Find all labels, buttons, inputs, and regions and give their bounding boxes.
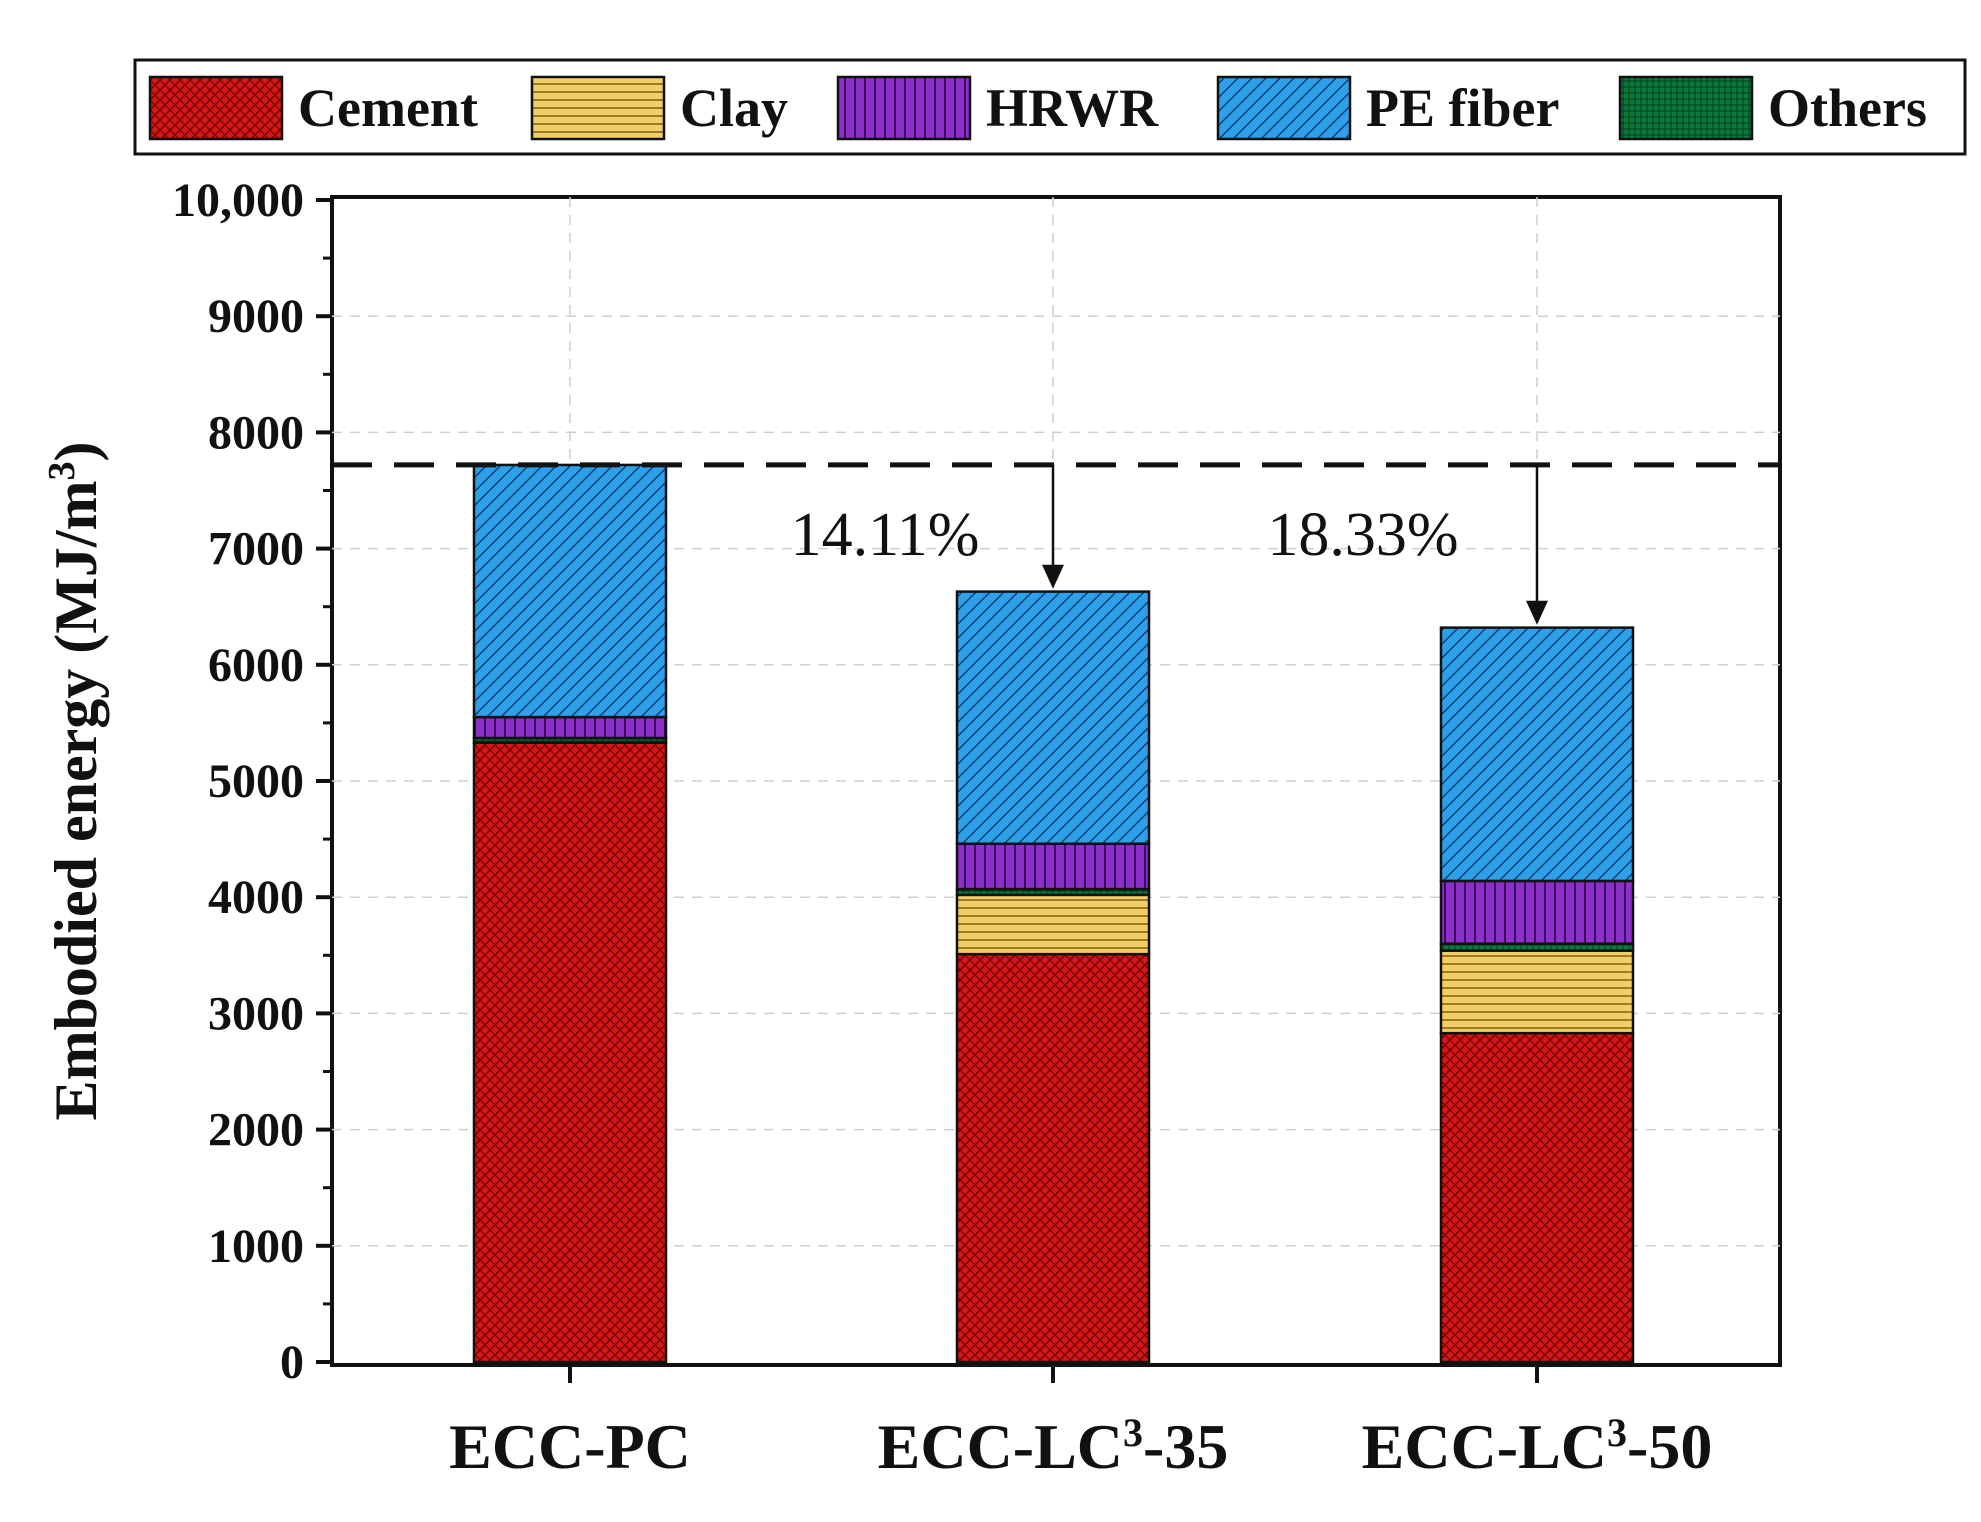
x-label-base: ECC-PC (449, 1411, 691, 1482)
bar-ecc-lc3-35-hrwr (955, 842, 1151, 891)
x-tick-label-ecc-lc3-50: ECC-LC3-50 (1362, 1410, 1713, 1482)
x-label-suffix: -50 (1627, 1411, 1712, 1482)
x-tick-label-ecc-pc: ECC-PC (449, 1411, 691, 1482)
legend-swatch-hrwr (836, 75, 972, 141)
y-tick-label: 0 (280, 1336, 304, 1389)
x-label-sup: 3 (1123, 1410, 1143, 1455)
x-label-base: ECC-LC (1362, 1411, 1607, 1482)
bar-ecc-lc3-50-pe-fiber (1439, 626, 1635, 883)
legend-swatch-others (1618, 75, 1754, 141)
bar-ecc-lc3-50-cement (1439, 1031, 1635, 1364)
y-tick-label: 4000 (208, 871, 304, 924)
legend-label-hrwr: HRWR (986, 78, 1159, 138)
y-tick-label: 10,000 (172, 174, 304, 227)
annotation-arrow-head (1042, 564, 1064, 589)
y-tick-label: 7000 (208, 523, 304, 576)
y-tick-label: 8000 (208, 406, 304, 459)
x-tick-label-ecc-lc3-35: ECC-LC3-35 (878, 1410, 1229, 1482)
y-axis-title: Embodied energy (MJ/m3) (41, 442, 109, 1121)
legend-swatch-pe-fiber (1216, 75, 1352, 141)
y-tick-label: 2000 (208, 1104, 304, 1157)
bar-ecc-lc3-35-cement (955, 952, 1151, 1364)
annotation-label: 14.11% (791, 501, 980, 569)
annotation-arrow-head (1526, 600, 1548, 625)
bars (472, 463, 1635, 1364)
x-label-base: ECC-LC (878, 1411, 1123, 1482)
legend-label-cement: Cement (298, 78, 478, 138)
bar-ecc-pc-pe-fiber (472, 463, 668, 719)
y-axis-title-sup: 3 (41, 462, 83, 481)
bar-ecc-pc-hrwr (472, 715, 668, 740)
annotations: 14.11% 18.33% (332, 462, 1780, 625)
legend-swatch-clay (530, 75, 666, 141)
x-label-sup: 3 (1607, 1410, 1627, 1455)
legend-label-others: Others (1768, 78, 1927, 138)
y-axis-title-end: ) (43, 442, 109, 462)
legend-label-clay: Clay (680, 78, 788, 138)
x-label-suffix: -35 (1143, 1411, 1228, 1482)
y-axis-title-main: Embodied energy (MJ/m (43, 481, 109, 1121)
y-tick-label: 5000 (208, 755, 304, 808)
legend: Cement Clay HRWR PE fiber Others (133, 58, 1967, 156)
legend-label-pe-fiber: PE fiber (1366, 78, 1559, 138)
y-tick-label: 9000 (208, 290, 304, 343)
bar-ecc-lc3-50-hrwr (1439, 879, 1635, 945)
y-tick-label: 6000 (208, 639, 304, 692)
axes: 0 1000 2000 3000 4000 5000 6000 7000 8000 9000 10,… (172, 174, 1712, 1482)
bar-ecc-lc3-35-pe-fiber (955, 590, 1151, 845)
bar-ecc-pc-cement (472, 741, 668, 1364)
bar-ecc-lc3-35-clay (955, 893, 1151, 956)
y-tick-label: 3000 (208, 987, 304, 1040)
y-tick-label: 1000 (208, 1220, 304, 1273)
bar-ecc-lc3-50-clay (1439, 949, 1635, 1035)
legend-swatch-cement (148, 75, 284, 141)
annotation-label: 18.33% (1267, 501, 1458, 569)
